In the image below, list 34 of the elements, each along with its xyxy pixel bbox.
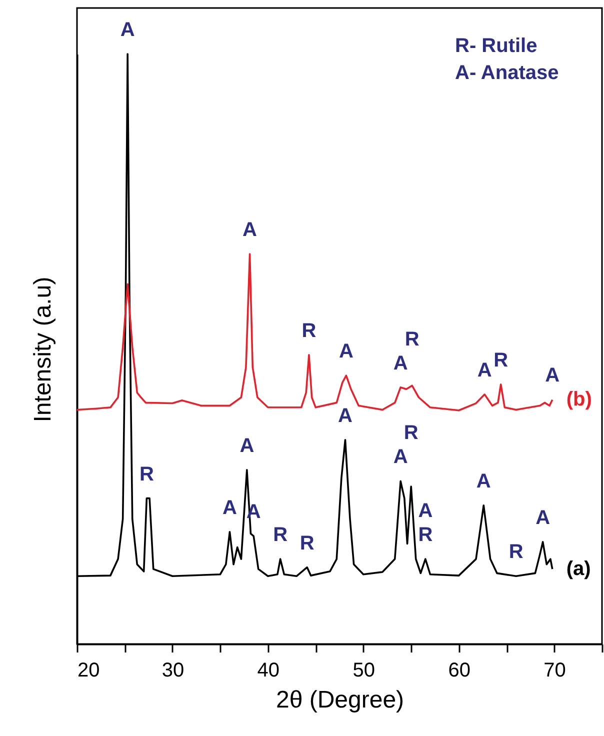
annotation: A (120, 19, 135, 41)
annotation: A (242, 219, 257, 242)
annotation: R (404, 422, 419, 444)
x-axis-title: 2θ (Degree) (276, 686, 404, 714)
annotation: R (418, 524, 434, 546)
x-tick-label: 70 (544, 660, 566, 682)
x-tick-label: 40 (257, 660, 280, 682)
annotation: A (222, 496, 237, 519)
x-tick-label: 30 (162, 660, 184, 682)
annotation: R (494, 349, 509, 372)
annotation: A (393, 446, 408, 468)
y-axis-title: Intensity (a.u) (30, 276, 56, 422)
annotation: R (508, 541, 524, 564)
x-tick-label: 50 (352, 660, 375, 682)
annotation: A- Anatase (455, 62, 559, 84)
annotation: A (338, 404, 352, 427)
annotation: R (302, 320, 317, 342)
annotation: A (476, 470, 491, 492)
annotation: A (545, 364, 560, 387)
annotation: R (404, 328, 420, 350)
x-tick-label: 60 (448, 660, 470, 682)
series-label: (b) (566, 388, 592, 411)
x-tick-label: 20 (78, 660, 100, 682)
annotation: A (477, 359, 492, 382)
annotation: A (240, 434, 254, 457)
annotation: R (300, 532, 315, 554)
annotation: R- Rutile (455, 35, 538, 57)
annotation: A (536, 506, 550, 529)
annotation: R (139, 463, 154, 486)
annotation: A (418, 500, 433, 522)
series-label: (a) (566, 558, 591, 580)
annotation: A (393, 352, 408, 374)
annotation: R (273, 524, 288, 546)
annotation: A (338, 340, 354, 363)
